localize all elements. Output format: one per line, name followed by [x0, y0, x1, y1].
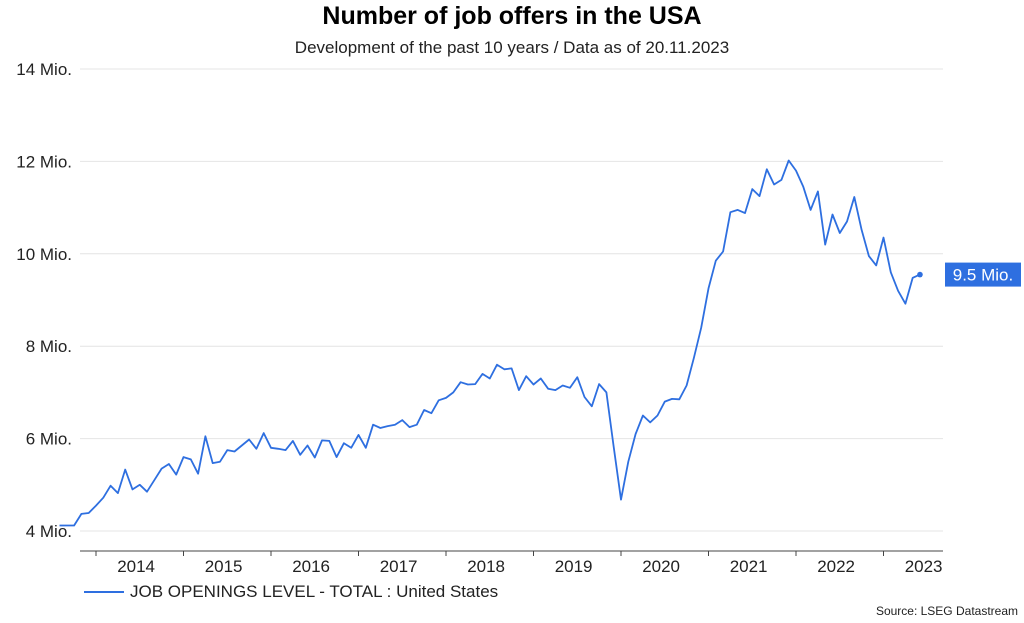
legend-line-swatch — [84, 591, 124, 593]
x-tick-label: 2020 — [642, 557, 680, 576]
source-note: Source: LSEG Datastream — [875, 604, 1018, 618]
x-tick-label: 2019 — [555, 557, 593, 576]
x-tick-label: 2023 — [905, 557, 943, 576]
chart-subtitle: Development of the past 10 years / Data … — [294, 38, 730, 57]
series-line — [59, 159, 921, 527]
x-tick-label: 2018 — [467, 557, 505, 576]
x-tick-label: 2016 — [292, 557, 330, 576]
x-tick-label: 2014 — [117, 557, 155, 576]
x-tick-label: 2015 — [205, 557, 243, 576]
y-tick-label: 8 Mio. — [26, 337, 72, 356]
y-tick-label: 14 Mio. — [16, 60, 72, 79]
y-tick-label: 10 Mio. — [16, 245, 72, 264]
last-value-point — [917, 271, 923, 278]
x-tick-label: 2022 — [817, 557, 855, 576]
y-tick-label: 4 Mio. — [26, 522, 72, 541]
x-tick-label: 2021 — [730, 557, 768, 576]
y-tick-label: 6 Mio. — [26, 430, 72, 449]
last-value-label-box — [945, 262, 1021, 287]
legend-label: JOB OPENINGS LEVEL - TOTAL : United Stat… — [130, 582, 499, 601]
chart-legend: JOB OPENINGS LEVEL - TOTAL : United Stat… — [84, 582, 498, 602]
chart-title: Number of job offers in the USA — [322, 2, 702, 30]
last-value-label: 9.5 Mio. — [953, 266, 1013, 285]
x-tick-label: 2017 — [380, 557, 418, 576]
y-tick-label: 12 Mio. — [16, 152, 72, 171]
